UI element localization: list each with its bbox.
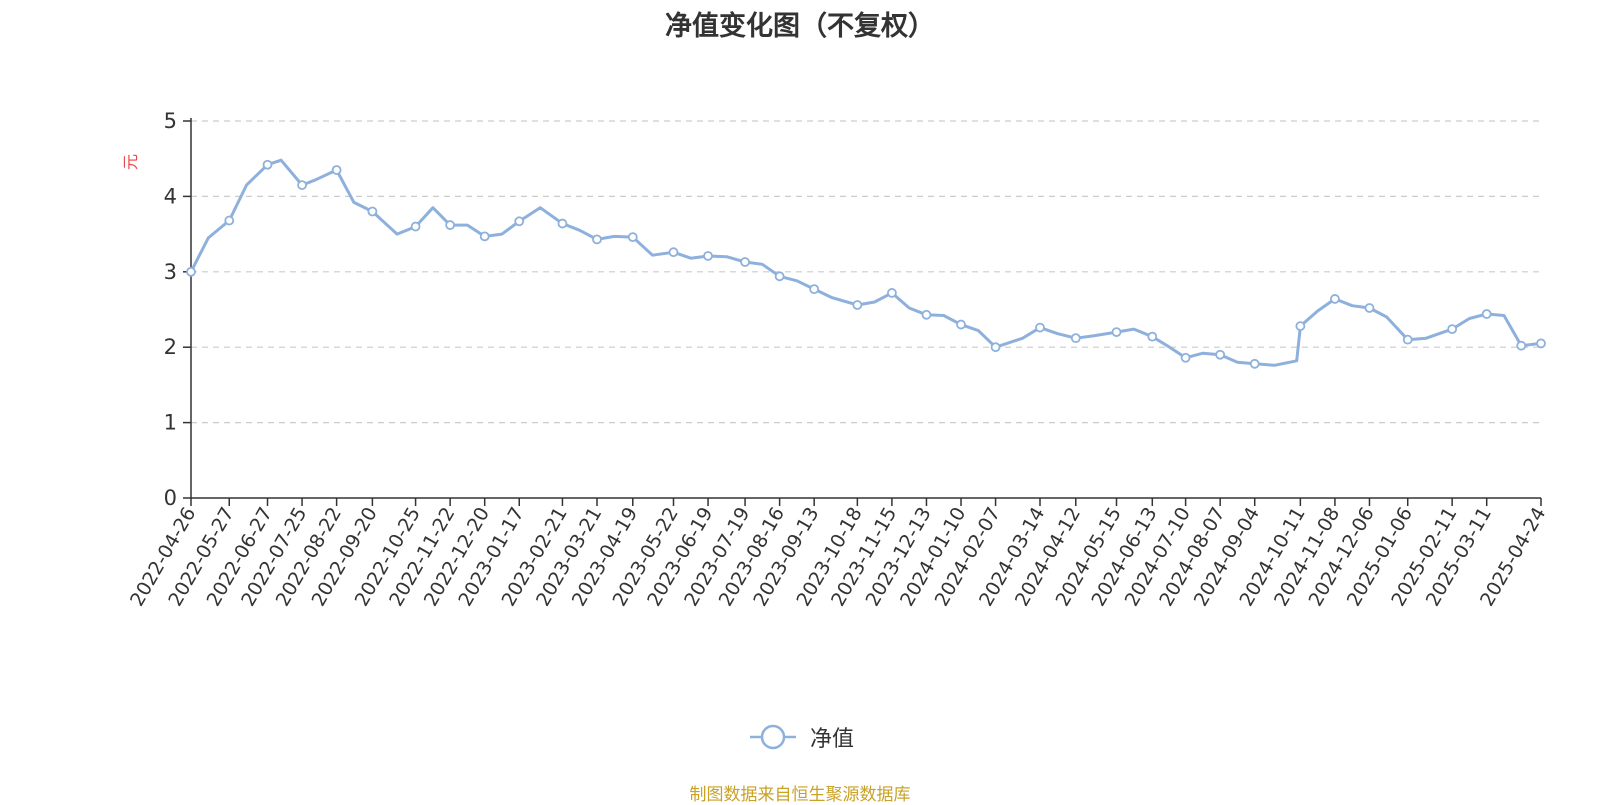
data-point bbox=[262, 159, 273, 170]
y-tick-label: 2 bbox=[164, 335, 177, 359]
data-point bbox=[1249, 358, 1260, 369]
legend[interactable]: 净值 bbox=[748, 722, 854, 752]
data-point bbox=[990, 342, 1001, 353]
data-point bbox=[410, 221, 421, 232]
data-point bbox=[445, 220, 456, 230]
data-point bbox=[1215, 349, 1226, 360]
data-point bbox=[1516, 340, 1527, 351]
data-point bbox=[1330, 294, 1340, 304]
data-point bbox=[1035, 322, 1045, 333]
y-tick-label: 0 bbox=[164, 486, 177, 510]
data-point bbox=[921, 309, 932, 320]
data-point bbox=[557, 218, 568, 229]
data-point bbox=[514, 216, 525, 227]
data-point bbox=[956, 319, 966, 330]
data-point bbox=[1070, 333, 1081, 344]
legend-label: 净值 bbox=[810, 727, 855, 752]
data-point bbox=[297, 180, 307, 190]
y-tick-label: 3 bbox=[164, 260, 177, 284]
data-point bbox=[1481, 309, 1492, 319]
data-point bbox=[224, 215, 235, 226]
data-point bbox=[809, 284, 820, 295]
data-point bbox=[479, 231, 490, 242]
data-point bbox=[1147, 331, 1158, 342]
data-point bbox=[774, 271, 785, 282]
data-point bbox=[1111, 327, 1122, 338]
series-line bbox=[189, 158, 1543, 367]
y-tick-label: 5 bbox=[164, 109, 177, 133]
data-point bbox=[740, 257, 750, 267]
data-point bbox=[852, 300, 863, 310]
data-point bbox=[627, 232, 638, 243]
source-note: 制图数据来自恒生聚源数据库 bbox=[689, 785, 911, 805]
chart-title: 净值变化图（不复权） bbox=[665, 11, 935, 42]
y-axis-label: 元 bbox=[121, 154, 140, 170]
data-point bbox=[1447, 324, 1458, 335]
data-point bbox=[668, 247, 679, 258]
data-point bbox=[1402, 334, 1413, 345]
legend-line-icon bbox=[750, 724, 796, 750]
data-point bbox=[186, 266, 196, 277]
data-point bbox=[367, 206, 378, 217]
data-point bbox=[1295, 321, 1306, 331]
data-point bbox=[703, 251, 713, 261]
data-point bbox=[592, 234, 602, 245]
data-point bbox=[331, 165, 342, 175]
data-point bbox=[1180, 352, 1191, 363]
data-point bbox=[887, 288, 897, 298]
data-point bbox=[1364, 303, 1375, 313]
y-tick-label: 1 bbox=[164, 411, 177, 435]
y-tick-label: 4 bbox=[164, 184, 177, 208]
data-point bbox=[1536, 338, 1546, 349]
